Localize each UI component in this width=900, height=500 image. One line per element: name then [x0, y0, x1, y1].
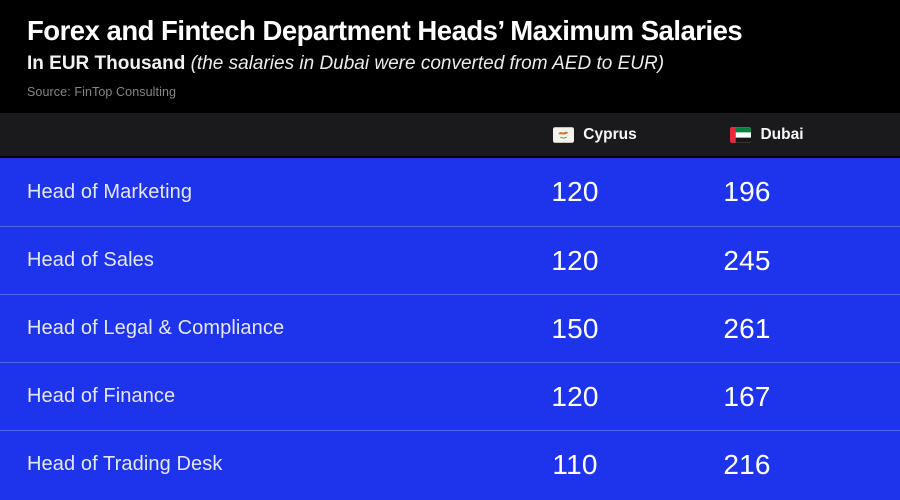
dubai-value-cell: 245 [723, 244, 771, 276]
table-header-row: Cyprus Dubai [0, 113, 900, 158]
dubai-value-cell: 216 [723, 448, 771, 480]
page-title: Forex and Fintech Department Heads’ Maxi… [27, 15, 743, 46]
subtitle-unit: In EUR Thousand [27, 52, 186, 74]
cyprus-value-cell: 120 [551, 380, 599, 412]
table-row: Head of Marketing 120 196 [0, 158, 900, 226]
column-header-cyprus-label: Cyprus [583, 125, 637, 143]
row-label: Head of Marketing [27, 180, 193, 203]
table-body: Head of Marketing 120 196 Head of Sales … [0, 158, 900, 500]
dubai-value-cell: 196 [723, 176, 771, 207]
cyprus-value-cell: 120 [551, 244, 599, 276]
cyprus-flag-icon [553, 126, 575, 143]
column-header-dubai-label: Dubai [760, 125, 804, 143]
table-row: Head of Sales 120 245 [0, 226, 900, 294]
row-label: Head of Legal & Compliance [27, 317, 285, 339]
dubai-value-cell: 167 [723, 380, 771, 412]
subtitle-note: (the salaries in Dubai were converted fr… [190, 52, 665, 74]
title-block: Forex and Fintech Department Heads’ Maxi… [0, 0, 900, 113]
column-header-cyprus: Cyprus [525, 126, 665, 144]
row-label: Head of Trading Desk [27, 453, 223, 475]
source-note: Source: FinTop Consulting [27, 84, 177, 99]
table-row: Head of Legal & Compliance 150 261 [0, 294, 900, 362]
column-header-dubai: Dubai [697, 126, 837, 144]
cyprus-value-cell: 150 [551, 312, 599, 344]
cyprus-value-cell: 110 [552, 448, 598, 480]
dubai-value-cell: 261 [723, 312, 771, 344]
subtitle: In EUR Thousand (the salaries in Dubai w… [27, 52, 873, 75]
cyprus-value-cell: 120 [551, 176, 599, 207]
table-row: Head of Trading Desk 110 216 [0, 430, 900, 498]
uae-flag-icon [730, 126, 752, 143]
table-row: Head of Finance 120 167 [0, 362, 900, 430]
row-label: Head of Sales [27, 249, 154, 271]
row-label: Head of Finance [27, 385, 176, 407]
